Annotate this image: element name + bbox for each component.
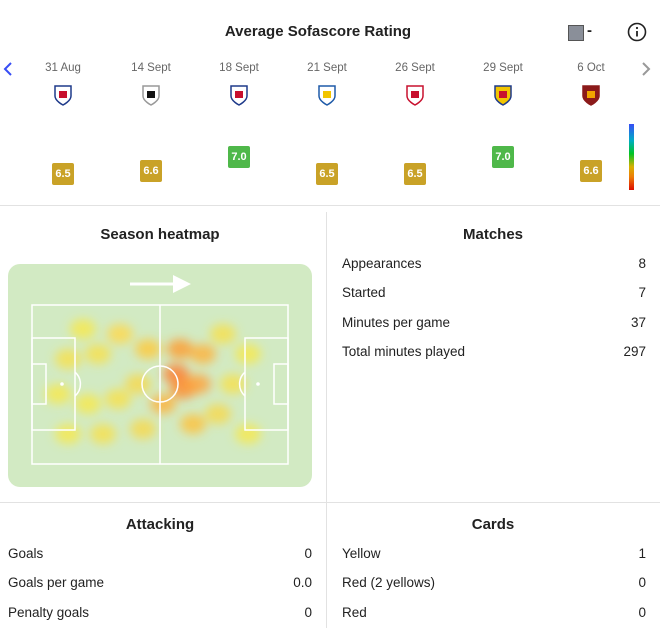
info-icon[interactable]: [626, 21, 648, 43]
match-date: 31 Aug: [45, 62, 81, 74]
match-date: 26 Sept: [395, 62, 435, 74]
heat-blob: [235, 344, 261, 364]
stat-value: 0: [304, 546, 312, 561]
stat-label: Red: [342, 604, 367, 620]
stat-value: 37: [630, 314, 646, 330]
team-logo: [230, 85, 248, 106]
stat-value: 7: [638, 285, 646, 301]
rating-box: 6.5: [404, 163, 426, 185]
stat-label: Started: [342, 285, 386, 301]
stat-label: Goals: [8, 546, 44, 561]
stat-label: Appearances: [342, 256, 422, 271]
stat-label: Total minutes played: [342, 343, 466, 359]
team-logo: [582, 85, 600, 106]
heat-blob: [105, 389, 131, 409]
heat-blob: [185, 374, 211, 394]
team-logo: [318, 85, 336, 106]
heat-blob: [180, 414, 206, 434]
section-title: Matches: [462, 226, 524, 243]
team-logo: [406, 85, 424, 106]
legend-swatch: [568, 25, 584, 41]
stat-value: 0: [638, 604, 646, 620]
stat-label: Penalty goals: [8, 604, 90, 620]
heat-blob: [90, 424, 116, 444]
stat-value: 0: [638, 575, 646, 591]
heat-blob: [125, 374, 151, 394]
match-date: 6 Oct: [577, 62, 605, 74]
prev-arrow[interactable]: [0, 60, 16, 78]
rating-box: 6.5: [316, 163, 338, 185]
heat-blob: [55, 349, 81, 369]
rating-box: 6.5: [52, 163, 74, 185]
match-date: 29 Sept: [483, 62, 523, 74]
heat-blob: [205, 404, 231, 424]
match-date: 18 Sept: [219, 62, 259, 74]
rating-box: 6.6: [140, 159, 162, 182]
next-arrow[interactable]: [638, 60, 654, 78]
heatmap: [8, 264, 312, 487]
heat-blob: [190, 344, 216, 364]
rating-scale: [629, 124, 634, 190]
divider: [0, 205, 660, 206]
legend-value: -: [587, 22, 592, 39]
heat-blob: [70, 319, 96, 339]
heat-blob: [85, 344, 111, 364]
section-title: Attacking: [125, 516, 195, 533]
team-logo: [494, 85, 512, 106]
rating-box: 6.6: [580, 159, 602, 182]
heat-blob: [75, 394, 101, 414]
divider: [0, 502, 660, 503]
rating-box: 7.0: [492, 146, 514, 168]
rating-box: 7.0: [228, 146, 250, 168]
stat-value: 1: [638, 546, 646, 561]
heat-blob: [135, 339, 161, 359]
heat-blob: [167, 339, 193, 359]
heat-blob: [107, 324, 133, 344]
stat-label: Red (2 yellows): [342, 575, 436, 591]
heat-blob: [235, 424, 261, 444]
heat-blob: [45, 384, 71, 404]
heat-blob: [210, 324, 236, 344]
match-date: 21 Sept: [307, 62, 347, 74]
rating-title: Average Sofascore Rating: [224, 23, 412, 40]
heat-blob: [130, 419, 156, 439]
stat-value: 8: [638, 256, 646, 271]
stat-label: Goals per game: [8, 575, 105, 591]
heat-blob: [220, 374, 246, 394]
stat-value: 297: [623, 343, 646, 359]
stat-value: 0: [304, 604, 312, 620]
stat-label: Yellow: [342, 546, 381, 561]
team-logo: [54, 85, 72, 106]
section-title: Cards: [471, 516, 515, 533]
match-date: 14 Sept: [131, 62, 171, 74]
team-logo: [142, 85, 160, 106]
stat-label: Minutes per game: [342, 314, 451, 330]
stat-value: 0.0: [293, 575, 312, 591]
heatmap-title: Season heatmap: [100, 226, 220, 243]
heat-blob: [55, 424, 81, 444]
divider: [326, 212, 327, 628]
